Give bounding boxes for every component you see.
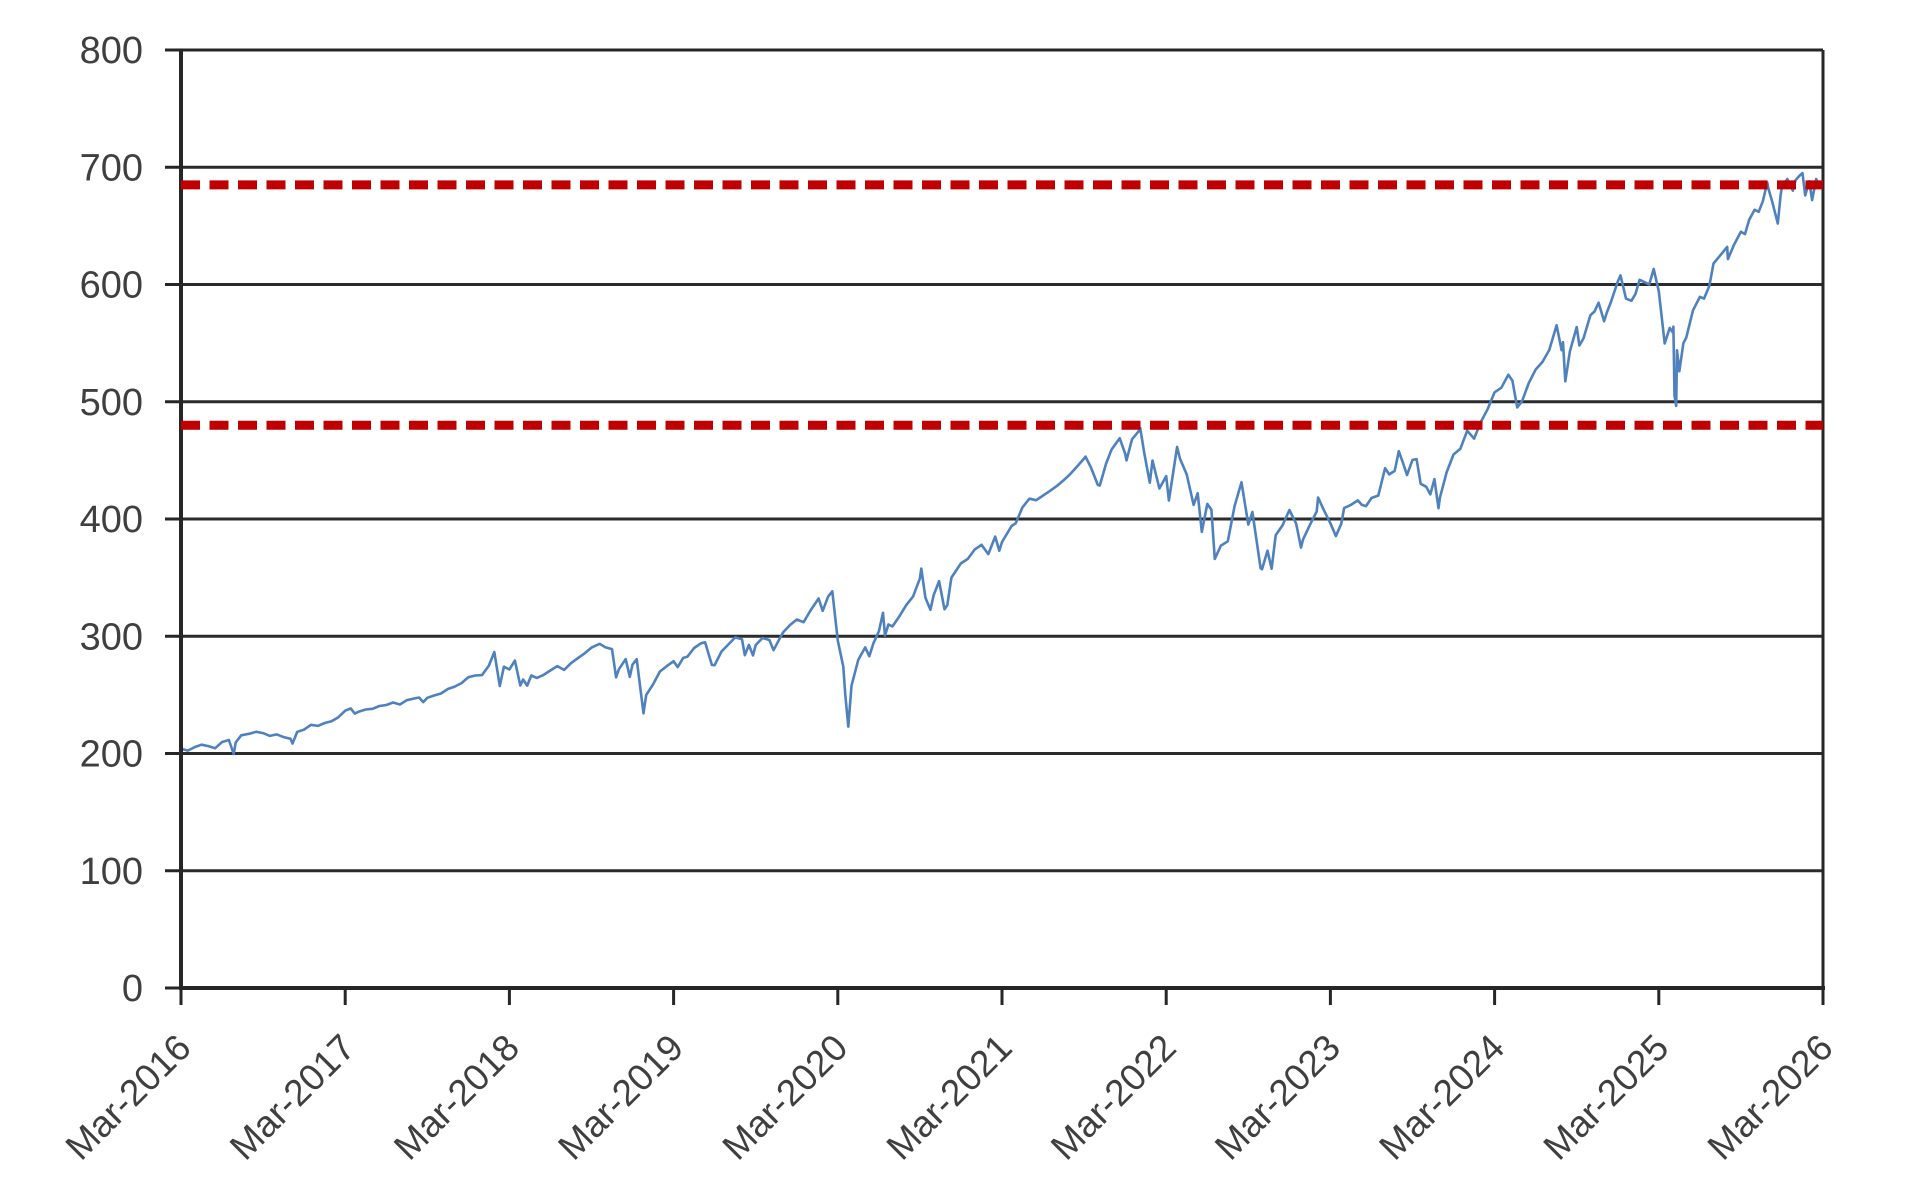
price-series-line — [179, 171, 1825, 756]
y-tick-label-100: 100 — [80, 851, 143, 893]
y-axis-labels: 0 100 200 300 400 500 600 700 800 — [80, 30, 143, 1010]
y-tick-label-800: 800 — [80, 30, 143, 72]
y-axis-ticks — [165, 48, 181, 990]
y-tick-label-0: 0 — [122, 968, 143, 1010]
y-tick-label-500: 500 — [80, 382, 143, 424]
x-axis-ticks — [179, 988, 1825, 1005]
plot-border — [179, 48, 1825, 990]
y-tick-label-300: 300 — [80, 616, 143, 658]
y-tick-label-200: 200 — [80, 734, 143, 776]
y-tick-label-600: 600 — [80, 265, 143, 307]
y-tick-label-700: 700 — [80, 147, 143, 189]
y-tick-label-400: 400 — [80, 499, 143, 541]
reference-lines — [181, 180, 1823, 430]
